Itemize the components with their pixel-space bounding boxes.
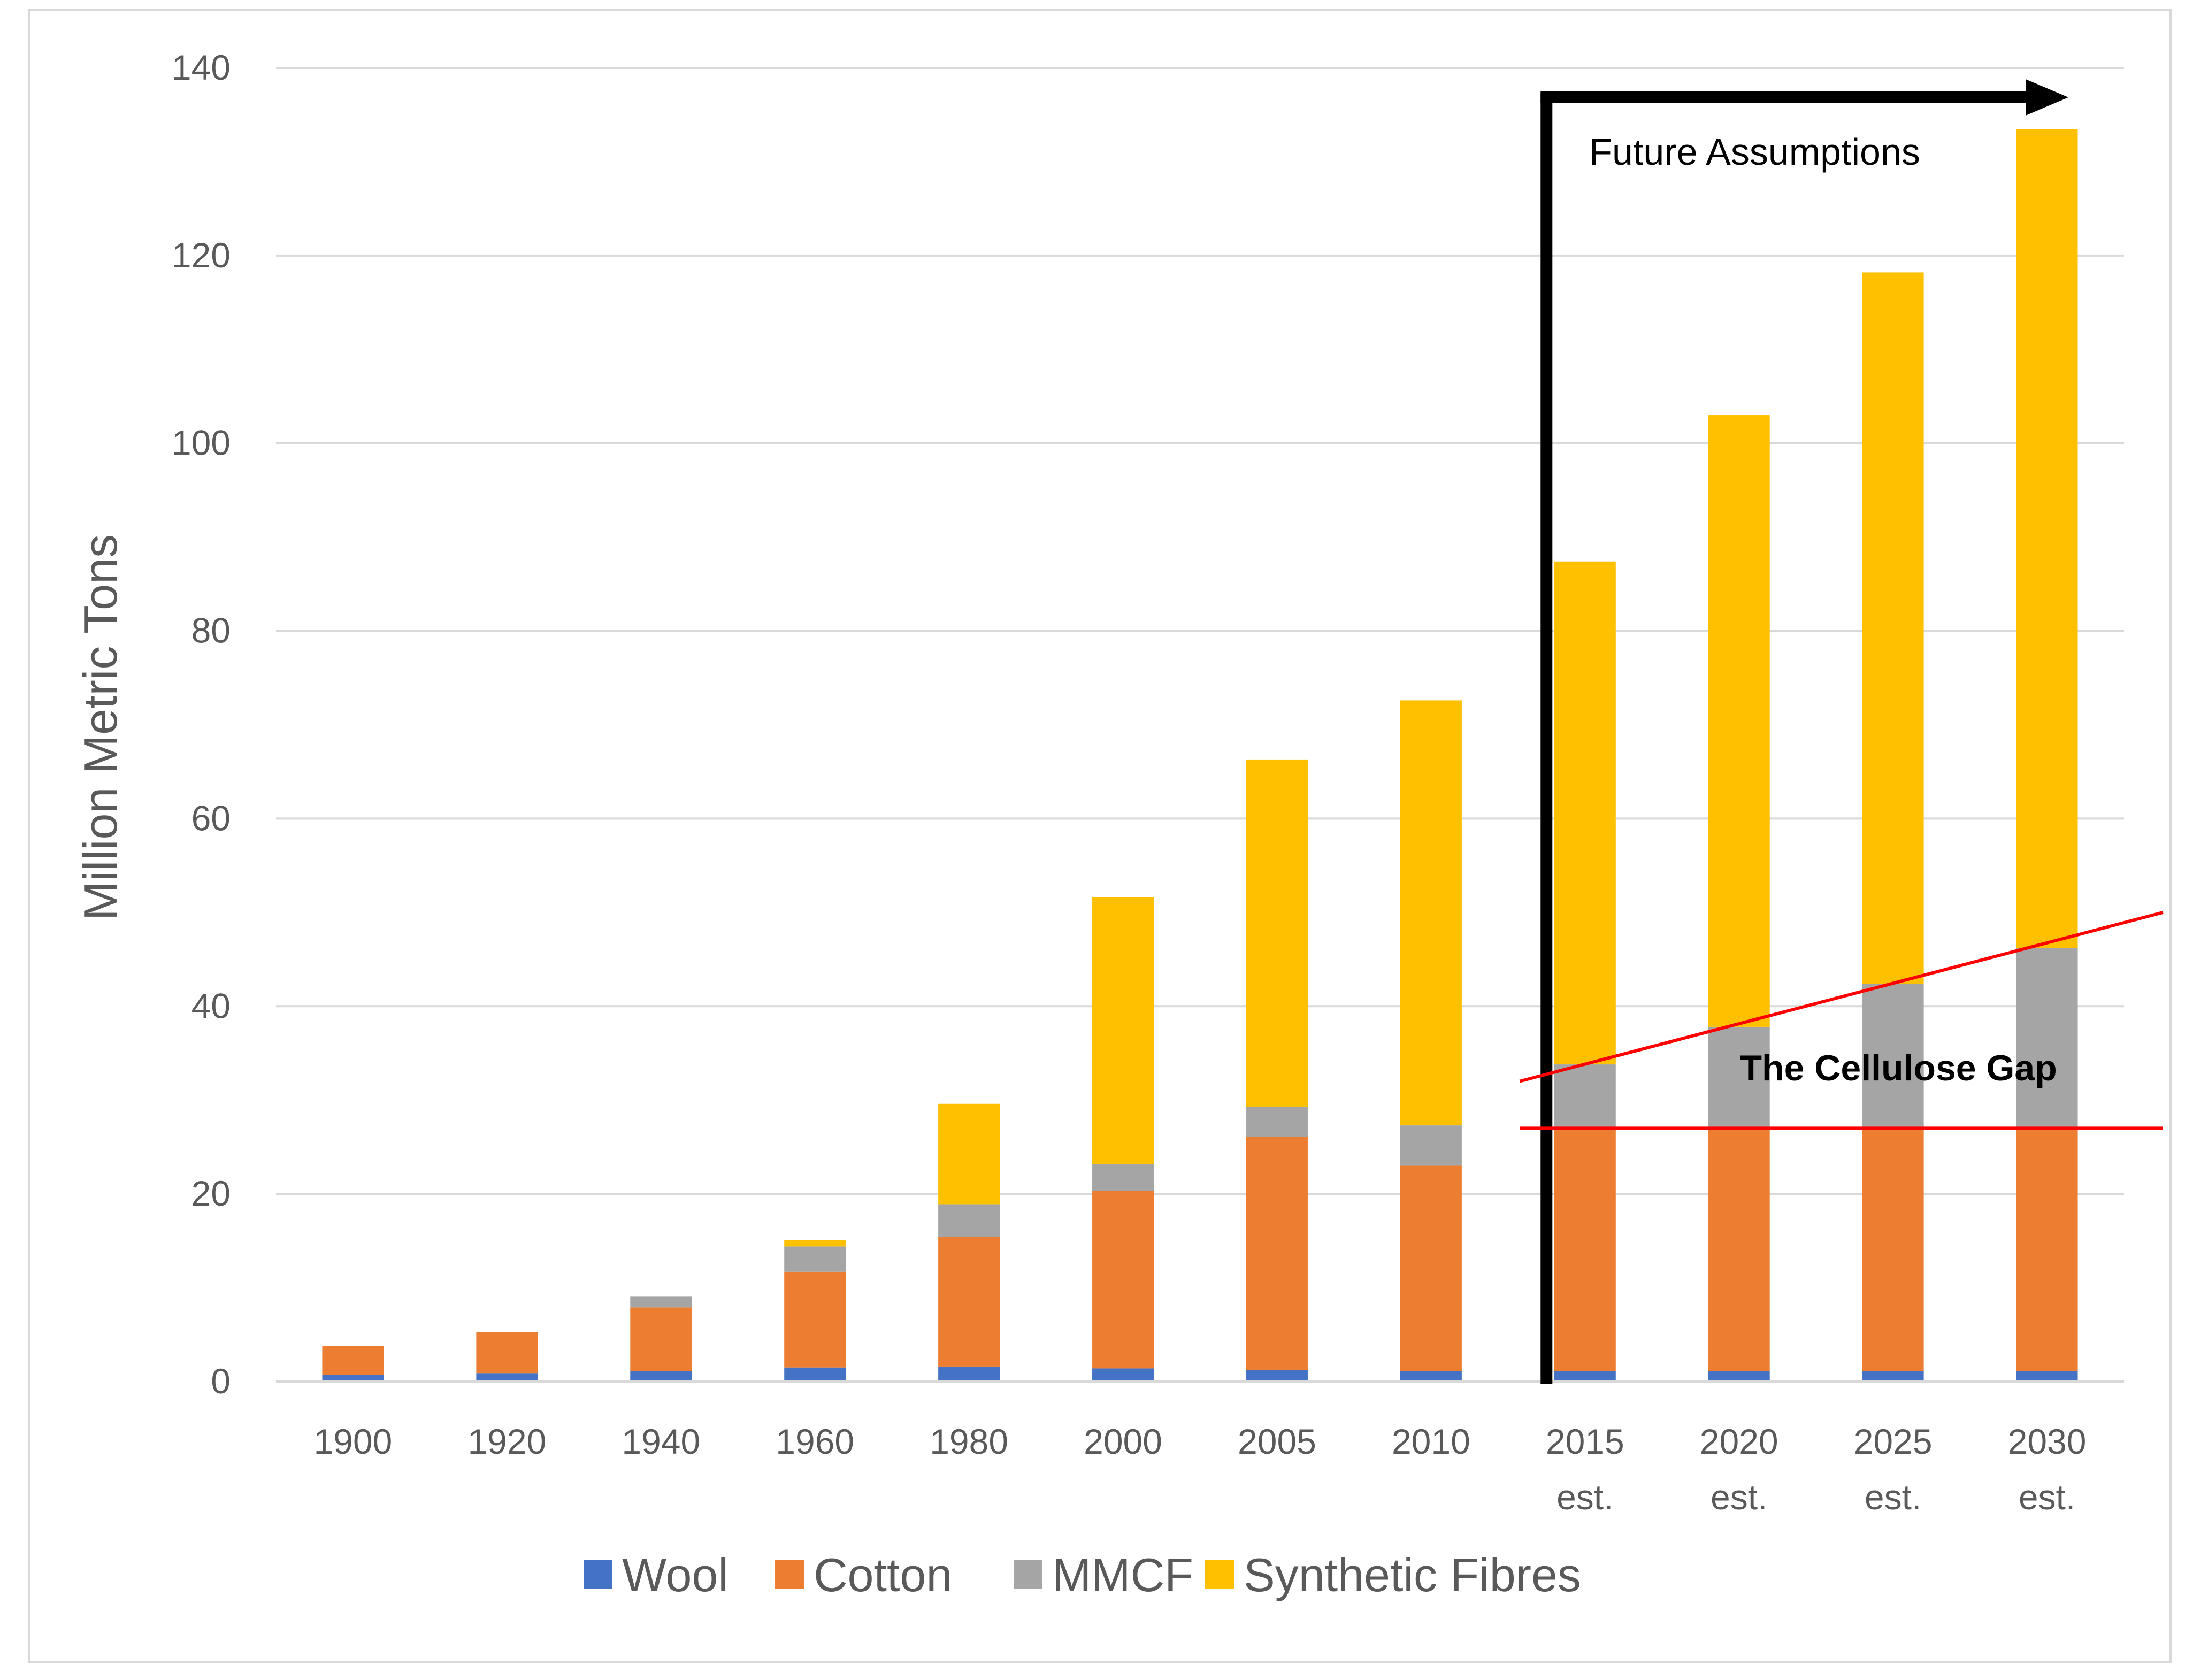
bar-segment-synthetic-fibres (1400, 700, 1462, 1126)
bar-segment-wool (476, 1373, 538, 1382)
gridlines (276, 67, 2124, 1195)
bar-segment-wool (784, 1367, 846, 1382)
bar-segment-wool (1246, 1370, 1308, 1382)
bar-segment-synthetic-fibres (1554, 561, 1616, 1065)
bar-segment-mmcf (1246, 1106, 1308, 1137)
x-tick-label: 2030 est. (2008, 1422, 2087, 1517)
bar-segment-cotton (1092, 1191, 1154, 1369)
x-tick-label: 1980 (930, 1422, 1008, 1461)
legend: Wool Cotton MMCF Synthetic Fibres (584, 1548, 1581, 1601)
bar-segment-mmcf (630, 1296, 692, 1308)
bar-segment-mmcf (1554, 1064, 1616, 1127)
x-tick-label: 1900 (314, 1422, 393, 1461)
bar-segment-mmcf (2016, 948, 2078, 1127)
bar-segment-wool (1708, 1371, 1770, 1382)
bar-segment-cotton (1400, 1165, 1462, 1371)
y-tick-label: 60 (191, 798, 231, 838)
x-tick-label: 1940 (622, 1422, 700, 1461)
x-tick-label: 1960 (776, 1422, 854, 1461)
bar-segment-wool (1400, 1371, 1462, 1382)
y-tick-label: 0 (211, 1361, 231, 1401)
y-axis-label: Million Metric Tons (74, 534, 127, 920)
bars (322, 129, 2078, 1382)
bar-segment-cotton (476, 1332, 538, 1374)
bar-segment-mmcf (1708, 1026, 1770, 1127)
bar-segment-wool (1092, 1368, 1154, 1382)
bar-segment-cotton (1246, 1137, 1308, 1370)
bar-segment-wool (322, 1375, 384, 1382)
x-tick-label: 2020 est. (1700, 1422, 1778, 1517)
y-tick-label: 120 (172, 235, 231, 275)
x-tick-label: 2010 (1392, 1422, 1470, 1461)
bar-segment-synthetic-fibres (938, 1103, 1000, 1205)
bar-segment-synthetic-fibres (784, 1240, 846, 1247)
bar-segment-mmcf (1092, 1164, 1154, 1191)
legend-swatch-mmcf (1014, 1560, 1042, 1589)
bar-segment-synthetic-fibres (1092, 897, 1154, 1164)
future-assumptions-label: Future Assumptions (1589, 131, 1920, 173)
legend-label-wool: Wool (622, 1548, 729, 1601)
bar-segment-synthetic-fibres (1862, 272, 1924, 984)
bar-segment-synthetic-fibres (1708, 415, 1770, 1027)
y-tick-label: 40 (191, 986, 231, 1025)
x-tick-label: 2015 est. (1546, 1422, 1624, 1517)
legend-swatch-wool (584, 1560, 612, 1589)
y-tick-label: 100 (172, 423, 231, 463)
legend-swatch-cotton (775, 1560, 804, 1589)
bar-segment-wool (1554, 1371, 1616, 1382)
bar-segment-cotton (938, 1237, 1000, 1367)
x-tick-label: 2005 (1238, 1422, 1316, 1461)
x-tick-label: 2000 (1084, 1422, 1162, 1461)
y-tick-label: 20 (191, 1173, 231, 1213)
bar-segment-synthetic-fibres (2016, 129, 2078, 948)
bar-segment-mmcf (784, 1246, 846, 1272)
bar-segment-cotton (784, 1271, 846, 1368)
legend-swatch-synthetic-fibres (1205, 1560, 1234, 1589)
bar-segment-cotton (630, 1307, 692, 1371)
cellulose-gap-upper-line (1519, 910, 2164, 1083)
x-tick-label: 2025 est. (1854, 1422, 1933, 1517)
annotations: Future Assumptions The Cellulose Gap (1519, 79, 2164, 1384)
bar-segment-wool (2016, 1371, 2078, 1382)
legend-label-synthetic-fibres: Synthetic Fibres (1244, 1548, 1581, 1601)
legend-label-cotton: Cotton (814, 1548, 952, 1601)
bar-segment-wool (630, 1371, 692, 1382)
y-tick-label: 140 (172, 48, 231, 87)
bar-segment-mmcf (1862, 984, 1924, 1127)
legend-label-mmcf: MMCF (1052, 1548, 1193, 1601)
cellulose-gap-label: The Cellulose Gap (1740, 1048, 2057, 1088)
bar-segment-wool (1862, 1371, 1924, 1382)
chart-frame: 0 20 40 60 80 100 120 140 1900 1920 1940 1960 1980 20… (28, 9, 2172, 1663)
bar-segment-mmcf (938, 1204, 1000, 1237)
bar-segment-wool (938, 1366, 1000, 1382)
axes: 0 20 40 60 80 100 120 140 1900 1920 1940 1960 1980 20… (172, 48, 2124, 1517)
bar-segment-cotton (322, 1346, 384, 1375)
y-tick-label: 80 (191, 611, 231, 650)
bar-segment-cotton (2016, 1127, 2078, 1371)
bar-segment-cotton (1862, 1127, 1924, 1371)
bar-segment-cotton (1708, 1127, 1770, 1371)
chart: 0 20 40 60 80 100 120 140 1900 1920 1940 1960 1980 20… (74, 48, 2164, 1601)
future-arrow-head (2026, 79, 2069, 116)
bar-segment-mmcf (1400, 1125, 1462, 1166)
bar-segment-synthetic-fibres (1246, 759, 1308, 1107)
x-tick-label: 1920 (467, 1422, 546, 1461)
bar-segment-cotton (1554, 1127, 1616, 1371)
